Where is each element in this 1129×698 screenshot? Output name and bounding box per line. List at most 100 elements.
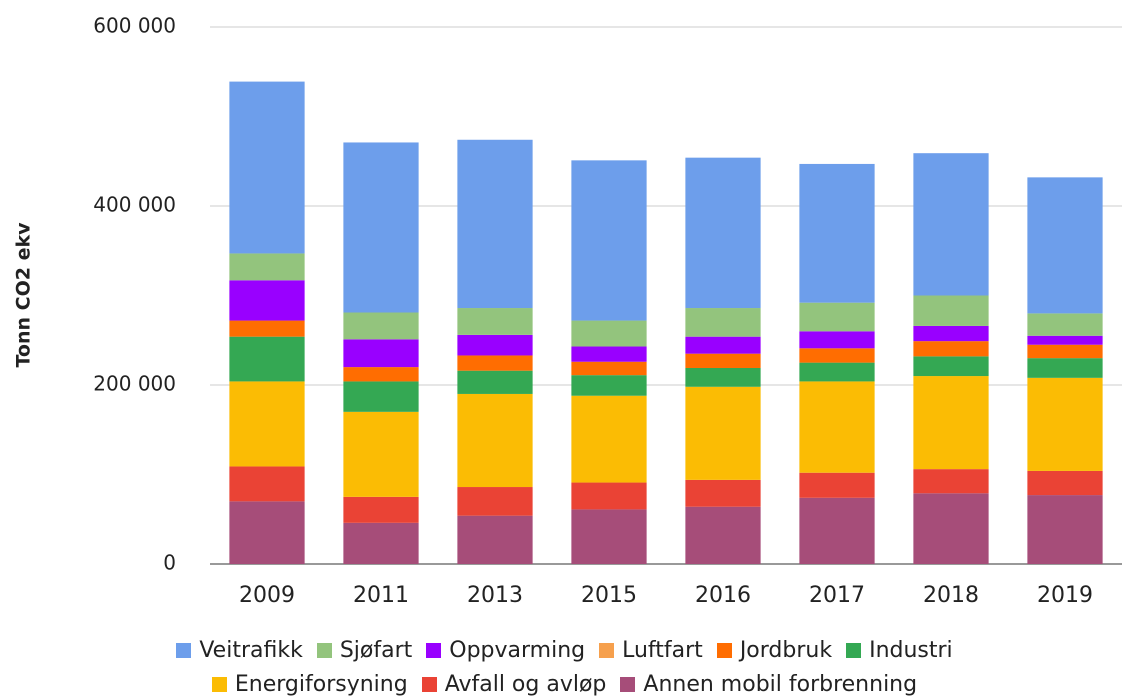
- y-tick-label: 200 000: [93, 372, 176, 396]
- bar-segment: [571, 375, 647, 396]
- legend-swatch: [599, 643, 615, 658]
- bar-segment: [799, 163, 875, 303]
- bar-segment: [457, 355, 533, 371]
- bar-segment: [1027, 344, 1103, 359]
- bar-segment: [1027, 313, 1103, 336]
- bar-segment: [343, 367, 419, 382]
- bar-segment: [913, 325, 989, 342]
- legend-item: Jordbruk: [716, 638, 833, 663]
- y-axis-label: Tonn CO2 ekv: [13, 222, 35, 368]
- x-tick-label: 2018: [923, 583, 979, 608]
- bar-segment: [457, 515, 533, 564]
- x-tick-label: 2009: [239, 583, 295, 608]
- legend-swatch: [716, 643, 732, 658]
- bar-segment: [571, 160, 647, 321]
- bar-segment: [229, 280, 305, 321]
- legend-label: Veitrafikk: [199, 638, 303, 663]
- legend-swatch: [426, 643, 442, 658]
- legend-label: Sjøfart: [339, 638, 413, 663]
- bar-segment: [457, 393, 533, 488]
- legend-label: Oppvarming: [449, 638, 586, 663]
- bar-segment: [685, 308, 761, 337]
- y-tick-label: 600 000: [93, 14, 176, 38]
- x-tick-label: 2011: [353, 583, 409, 608]
- bar-segment: [343, 522, 419, 564]
- bar-segment: [343, 496, 419, 523]
- x-tick-label: 2017: [809, 583, 865, 608]
- legend-item: Avfall og avløp: [421, 672, 607, 697]
- bar-segment: [1027, 177, 1103, 314]
- bar-segment: [457, 487, 533, 516]
- bar-segment: [1027, 335, 1103, 345]
- legend-label: Energiforsyning: [234, 672, 408, 697]
- bar-segment: [571, 361, 647, 376]
- legend-label: Luftfart: [622, 638, 703, 663]
- bar-segment: [1027, 470, 1103, 496]
- bar-segment: [1027, 358, 1103, 378]
- bar-segment: [343, 411, 419, 497]
- y-tick-label: 0: [163, 551, 176, 575]
- bar-segment: [457, 308, 533, 335]
- bar-segment: [343, 339, 419, 368]
- x-tick-label: 2016: [695, 583, 751, 608]
- legend-row: Veitrafikk Sjøfart Oppvarming Luftfart Jordb…: [0, 638, 1129, 663]
- legend-item: Veitrafikk: [176, 638, 303, 663]
- legend-swatch: [421, 677, 437, 692]
- x-tick-label: 2019: [1037, 583, 1093, 608]
- legend-label: Annen mobil forbrenning: [643, 672, 918, 697]
- legend-item: Energiforsyning: [211, 672, 408, 697]
- bar-segment: [685, 367, 761, 387]
- bar-segment: [571, 395, 647, 483]
- bar-segment: [913, 295, 989, 326]
- legend-row: Energiforsyning Avfall og avløp Annen mobi…: [0, 672, 1129, 697]
- bar-segment: [571, 346, 647, 362]
- bar-segment: [229, 381, 305, 467]
- legend-item: Industri: [846, 638, 953, 663]
- legend-swatch: [316, 643, 332, 658]
- bar-segment: [457, 334, 533, 356]
- bar-segment: [685, 353, 761, 368]
- bar-segment: [229, 253, 305, 281]
- chart: Tonn CO2 ekv 0 200 000 400 000 600 000 2009 2…: [13, 14, 1122, 608]
- bar-segment: [799, 362, 875, 382]
- bar-segment: [685, 336, 761, 354]
- legend-swatch: [846, 643, 862, 658]
- bar-segment: [571, 320, 647, 347]
- bar-segment: [799, 381, 875, 473]
- legend-label: Avfall og avløp: [444, 672, 607, 697]
- legend-swatch: [176, 643, 192, 658]
- bar-segment: [913, 493, 989, 564]
- legend-item: Sjøfart: [316, 638, 413, 663]
- bar-segment: [913, 341, 989, 357]
- bar-segment: [685, 386, 761, 480]
- bar-segment: [799, 331, 875, 349]
- legend-label: Industri: [869, 638, 953, 663]
- bar-segment: [913, 356, 989, 377]
- legend-item: Luftfart: [599, 638, 703, 663]
- bar-segment: [685, 506, 761, 564]
- legend-swatch: [620, 677, 636, 692]
- bar-segment: [685, 157, 761, 309]
- bar-segment: [799, 302, 875, 332]
- legend-label: Jordbruk: [739, 638, 833, 663]
- legend-swatch: [211, 677, 227, 692]
- x-tick-label: 2015: [581, 583, 637, 608]
- bar-segment: [457, 370, 533, 394]
- bar-segment: [1027, 495, 1103, 564]
- bar-segment: [799, 348, 875, 363]
- x-tick-label: 2013: [467, 583, 523, 608]
- bar-segment: [685, 479, 761, 507]
- bar-segment: [571, 509, 647, 564]
- bar-segment: [229, 501, 305, 564]
- y-tick-label: 400 000: [93, 193, 176, 217]
- bar-segment: [229, 466, 305, 502]
- bar-segment: [571, 482, 647, 510]
- bar-segment: [343, 142, 419, 313]
- bar-segment: [1027, 377, 1103, 471]
- bar-segment: [913, 469, 989, 494]
- bar-segment: [913, 153, 989, 296]
- legend-item: Oppvarming: [426, 638, 585, 663]
- bar-segment: [457, 139, 533, 309]
- bar-segment: [343, 312, 419, 340]
